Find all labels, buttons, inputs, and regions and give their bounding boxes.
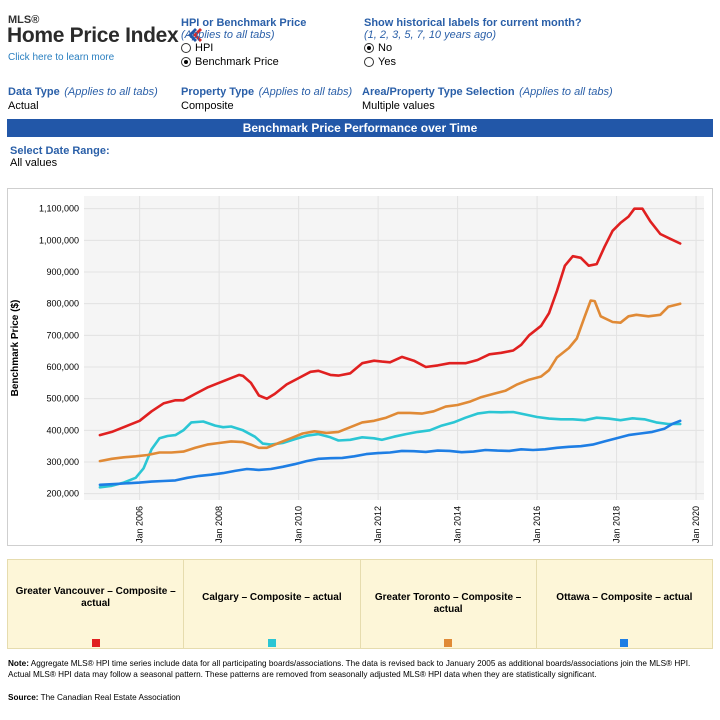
footnote: Note: Aggregate MLS® HPI time series inc… [8, 658, 714, 680]
legend-swatch [620, 639, 629, 647]
home-price-index-logo: Home Price Index [7, 24, 204, 48]
radio-benchmark-price[interactable]: Benchmark Price [181, 56, 306, 68]
radio-no-label: No [378, 42, 393, 54]
mls-mark: MLS® [8, 14, 40, 26]
historical-labels-control: Show historical labels for current month… [364, 17, 582, 68]
data-type-value[interactable]: Actual [8, 100, 39, 112]
x-tick-label: Jan 2010 [294, 506, 304, 543]
y-tick-label: 400,000 [46, 425, 79, 435]
source-text: The Canadian Real Estate Association [40, 693, 181, 702]
radio-hpi[interactable]: HPI [181, 42, 306, 54]
data-type-filter[interactable]: Data Type (Applies to all tabs) Actual [8, 82, 158, 112]
y-tick-label: 300,000 [46, 457, 79, 467]
area-selection-title: Area/Property Type Selection [362, 86, 515, 98]
plot-area [84, 196, 704, 500]
legend-label: Ottawa – Composite – actual [556, 592, 693, 603]
legend-item-ottawa[interactable]: Ottawa – Composite – actual [537, 560, 712, 648]
x-tick-label: Jan 2012 [373, 506, 383, 543]
y-tick-label: 500,000 [46, 394, 79, 404]
legend-label: Greater Toronto – Composite – actual [374, 592, 522, 615]
radio-benchmark-price-label: Benchmark Price [195, 56, 279, 68]
area-selection-filter[interactable]: Area/Property Type Selection (Applies to… [362, 82, 613, 112]
date-range-filter[interactable]: Select Date Range: All values [10, 145, 110, 169]
x-tick-label: Jan 2006 [135, 506, 145, 543]
data-type-subtitle: (Applies to all tabs) [64, 86, 158, 98]
property-type-subtitle: (Applies to all tabs) [258, 86, 353, 98]
series-line-1[interactable] [98, 410, 682, 489]
chart-container [7, 188, 713, 546]
y-axis-label: Benchmark Price ($) [10, 300, 21, 397]
y-tick-label: 600,000 [46, 362, 79, 372]
note-text: Aggregate MLS® HPI time series include d… [8, 659, 691, 679]
y-tick-label: 200,000 [46, 489, 79, 499]
legend-label: Greater Vancouver – Composite – actual [15, 586, 176, 609]
radio-no-icon[interactable] [364, 43, 374, 53]
area-selection-value[interactable]: Multiple values [362, 100, 435, 112]
y-tick-label: 1,000,000 [39, 235, 79, 245]
legend-item-calgary[interactable]: Calgary – Composite – actual [184, 560, 361, 648]
section-banner: Benchmark Price Performance over Time [7, 119, 713, 137]
series-line-2[interactable] [98, 299, 682, 463]
property-type-filter[interactable]: Property Type (Applies to all tabs) Comp… [181, 82, 352, 112]
property-type-value[interactable]: Composite [181, 100, 234, 112]
hpi-benchmark-control: HPI or Benchmark Price (Applies to all t… [181, 17, 306, 68]
radio-hpi-icon[interactable] [181, 43, 191, 53]
radio-yes-icon[interactable] [364, 57, 374, 67]
area-selection-subtitle: (Applies to all tabs) [519, 86, 613, 98]
y-tick-label: 900,000 [46, 267, 79, 277]
radio-benchmark-price-icon[interactable] [181, 57, 191, 67]
learn-more-link[interactable]: Click here to learn more [8, 52, 115, 63]
series-line-3[interactable] [98, 419, 682, 487]
y-tick-label: 1,100,000 [39, 204, 79, 214]
source-line: Source: The Canadian Real Estate Associa… [8, 693, 180, 702]
x-tick-label: Jan 2014 [453, 506, 463, 543]
x-tick-label: Jan 2020 [691, 506, 701, 543]
data-type-title: Data Type [8, 86, 60, 98]
y-tick-label: 700,000 [46, 330, 79, 340]
y-tick-label: 800,000 [46, 299, 79, 309]
x-tick-label: Jan 2008 [214, 506, 224, 543]
radio-hpi-label: HPI [195, 42, 214, 54]
logo-arrow-icon [187, 28, 202, 42]
legend-swatch [267, 639, 276, 647]
x-tick-label: Jan 2016 [532, 506, 542, 543]
series-line-0[interactable] [98, 207, 682, 437]
historical-labels-subtitle: (1, 2, 3, 5, 7, 10 years ago) [364, 29, 497, 41]
legend-swatch [444, 639, 453, 647]
radio-yes-label: Yes [378, 56, 396, 68]
x-tick-label: Jan 2018 [612, 506, 622, 543]
legend-item-toronto[interactable]: Greater Toronto – Composite – actual [361, 560, 537, 648]
legend-swatch [91, 639, 100, 647]
historical-labels-title: Show historical labels for current month… [364, 17, 582, 29]
radio-yes[interactable]: Yes [364, 56, 582, 68]
legend: Greater Vancouver – Composite – actual C… [7, 559, 713, 649]
date-range-value[interactable]: All values [10, 157, 58, 169]
logo-title-text: Home Price Index [7, 24, 179, 47]
hpi-benchmark-subtitle: (Applies to all tabs) [181, 29, 275, 41]
property-type-title: Property Type [181, 86, 255, 98]
legend-item-vancouver[interactable]: Greater Vancouver – Composite – actual [8, 560, 185, 648]
source-label: Source: [8, 693, 39, 702]
radio-no[interactable]: No [364, 42, 582, 54]
note-label: Note: [8, 659, 29, 668]
legend-label: Calgary – Composite – actual [202, 592, 342, 603]
hpi-benchmark-title: HPI or Benchmark Price [181, 17, 307, 29]
date-range-title: Select Date Range: [10, 145, 110, 157]
benchmark-price-chart: 200,000 300,000 400,000 500,000 600,000 700,0… [10, 196, 704, 543]
